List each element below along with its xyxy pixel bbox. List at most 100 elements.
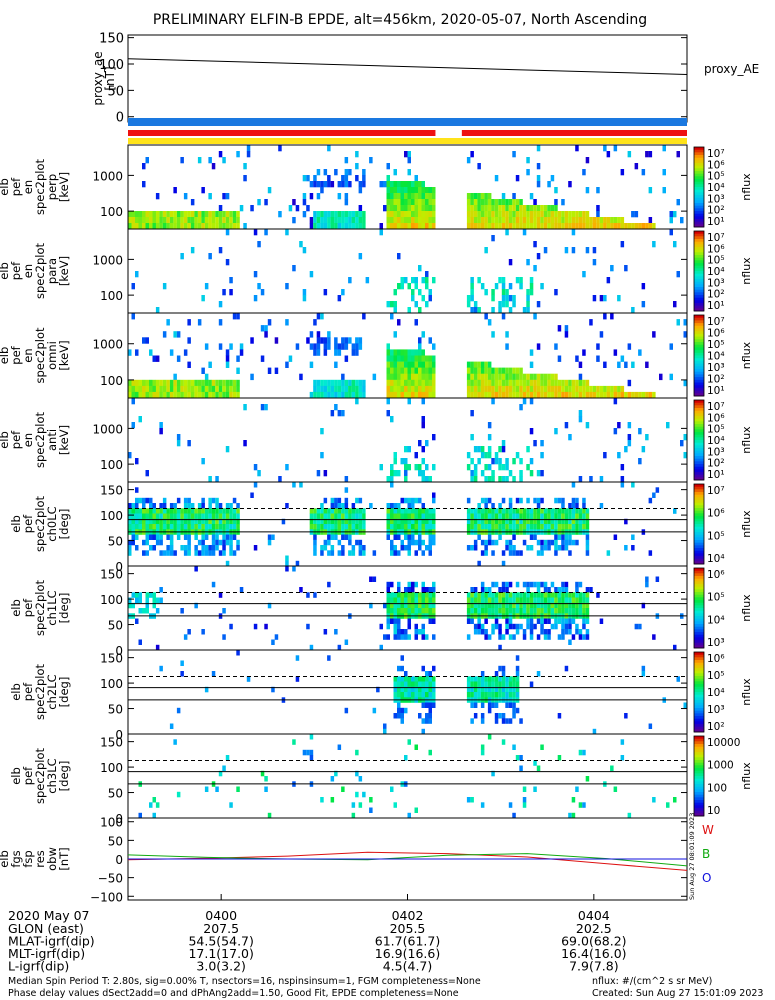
energy-perp-cell (159, 211, 163, 218)
energy-omni-cell (218, 385, 223, 393)
pa-ch0lc-cell (533, 524, 537, 530)
energy-omni-cell (348, 337, 352, 344)
pa-ch2lc-cell (501, 671, 506, 677)
pa-ch0lc-tick-label: 50 (108, 535, 123, 549)
energy-omni-cell (599, 385, 604, 393)
energy-omni-cell (508, 379, 513, 387)
pa-ch0lc-cell (208, 503, 212, 509)
energy-perp-cell (313, 211, 317, 218)
energy-perp-colorbar-tick: 10¹ (707, 216, 725, 228)
pa-ch3lc-colorbar-step (694, 746, 704, 750)
pa-ch1lc-cell (526, 592, 530, 598)
pa-ch3lc-colorbar-step (694, 781, 704, 785)
pa-ch0lc-cell (571, 518, 576, 525)
pa-ch1lc-cell (582, 602, 586, 609)
pa-ch1lc-cell (550, 581, 555, 588)
energy-anti-cell (505, 458, 509, 465)
pa-ch0lc-cell (606, 550, 611, 556)
energy-para-cell (425, 301, 429, 308)
energy-perp-cell (484, 199, 488, 206)
energy-omni-cell (229, 379, 233, 387)
pa-ch0lc-cell (554, 545, 558, 551)
energy-omni-cell (421, 349, 425, 356)
pa-ch0lc-cell (418, 513, 422, 519)
pa-ch1lc-cell (498, 592, 502, 598)
pa-ch3lc-cell (218, 770, 223, 777)
energy-anti-cell (330, 410, 335, 417)
pa-ch1lc-cell (487, 597, 492, 603)
pa-ch0lc-cell (519, 497, 523, 504)
pa-ch1lc-cell (484, 629, 488, 635)
pa-ch0lc-cell (473, 508, 478, 514)
energy-perp-cell (334, 217, 338, 224)
pa-ch0lc-cell (529, 534, 534, 540)
pa-ch0lc-cell (201, 545, 205, 551)
pa-ch1lc-cell (306, 623, 310, 630)
energy-perp-cell (554, 211, 558, 218)
x-row-value: 17.1(17.0) (188, 946, 253, 961)
energy-para-cell (204, 283, 209, 290)
energy-perp-cell (533, 211, 537, 218)
pa-ch0lc-cell (169, 508, 174, 514)
pa-ch0lc-cell (554, 524, 558, 530)
pa-ch0lc-colorbar-step (694, 518, 704, 522)
energy-perp-cell (187, 223, 191, 230)
energy-anti-cell (512, 458, 516, 465)
pa-ch0lc-cell (631, 545, 635, 551)
pa-ch0lc-cell (208, 513, 212, 519)
energy-perp-cell (344, 181, 349, 188)
pa-ch0lc-cell (334, 503, 338, 509)
energy-anti-cell (393, 452, 397, 459)
energy-perp-cell (250, 205, 254, 212)
pa-ch0lc-cell (421, 518, 425, 525)
energy-anti-cell (418, 464, 422, 471)
x-row-value: 4.5(4.7) (383, 959, 433, 974)
pa-ch0lc-cell (397, 518, 401, 525)
energy-perp-cell (222, 211, 226, 218)
pa-ch1lc-cell (414, 581, 418, 588)
energy-perp-cell (152, 211, 156, 218)
pa-ch1lc-cell (578, 608, 583, 614)
pa-ch0lc-cell (470, 524, 474, 530)
pa-ch0lc-cell (397, 534, 401, 540)
pa-ch1lc-cell (568, 629, 572, 635)
pa-ch3lc-cell (536, 765, 541, 771)
pa-ch1lc-cell (505, 608, 509, 614)
pa-ch1lc-cell (554, 587, 558, 593)
pa-ch0lc-cell (190, 508, 195, 514)
energy-omni-cell (568, 379, 572, 387)
pa-ch0lc-cell (187, 545, 191, 551)
pa-ch3lc-cell (173, 739, 177, 745)
energy-omni-cell (624, 361, 628, 368)
energy-perp-cell (316, 181, 321, 188)
pa-ch0lc-cell (215, 503, 219, 509)
pa-ch0lc-cell (166, 550, 170, 556)
energy-perp-cell (152, 217, 156, 224)
pa-ch0lc-colorbar-step (694, 492, 704, 496)
pa-ch1lc-cell (421, 587, 425, 593)
pa-ch1lc-cell (526, 608, 530, 614)
energy-para-cell (225, 259, 230, 266)
pa-ch0lc-cell (470, 518, 474, 525)
energy-perp-cell (320, 181, 324, 188)
footer-created: Created: Sun Aug 27 15:01:09 2023 (592, 988, 763, 999)
energy-anti-colorbar-step (694, 434, 704, 438)
pa-ch0lc-cell (393, 524, 397, 530)
pa-ch0lc-cell (313, 524, 317, 530)
pa-ch0lc-cell (204, 518, 209, 525)
pa-ch1lc-cell (414, 602, 418, 609)
energy-perp-cell (404, 187, 408, 194)
energy-para-cell (400, 283, 404, 290)
pa-ch0lc-cell (351, 503, 356, 509)
pa-ch0lc-colorbar-step (694, 526, 704, 530)
energy-omni-cell (404, 361, 408, 368)
energy-para-cell (543, 247, 548, 254)
pa-ch3lc-cell (522, 797, 527, 803)
energy-perp-cell (327, 145, 331, 152)
pa-ch3lc-cell (236, 786, 240, 792)
energy-omni-cell (225, 349, 230, 356)
pa-ch2lc-cell (376, 686, 380, 693)
energy-omni-cell (138, 385, 142, 393)
energy-omni-cell (131, 379, 135, 387)
energy-anti-cell (666, 422, 670, 429)
